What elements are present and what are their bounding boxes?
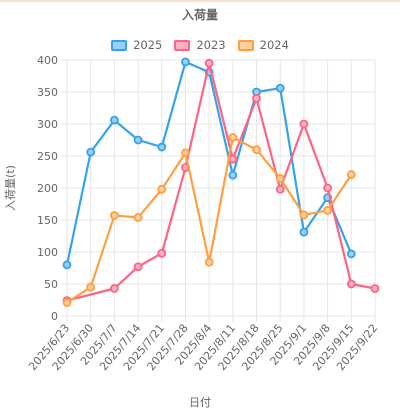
data-point-2025[interactable] (299, 227, 309, 237)
y-tick-label: 350 (37, 86, 58, 99)
data-point-2024[interactable] (181, 148, 190, 158)
y-tick-label: 400 (37, 54, 58, 67)
chart-title: 入荷量 (181, 8, 218, 22)
legend-label-2024: 2024 (259, 38, 289, 52)
data-point-2024[interactable] (133, 213, 143, 222)
legend-swatch-2024 (237, 39, 254, 51)
series-line-2023 (66, 62, 376, 302)
data-point-2025[interactable] (109, 115, 119, 125)
data-point-2023[interactable] (252, 94, 261, 103)
data-point-2023[interactable] (299, 119, 309, 129)
data-point-2024[interactable] (346, 170, 356, 179)
data-point-2024[interactable] (109, 211, 119, 220)
y-axis-title: 入荷量(t) (4, 165, 17, 211)
legend-item-2024[interactable]: 2024 (237, 37, 289, 53)
data-point-2025[interactable] (133, 135, 143, 145)
y-tick-label: 100 (37, 246, 58, 259)
data-point-2025[interactable] (86, 147, 96, 157)
y-tick-label: 50 (44, 278, 58, 291)
data-point-2025[interactable] (62, 260, 72, 270)
legend-label-2023: 2023 (196, 38, 226, 52)
series-group (62, 57, 380, 307)
y-tick-label: 0 (51, 310, 58, 323)
data-point-2024[interactable] (228, 133, 238, 142)
legend-item-2025[interactable]: 2025 (111, 37, 162, 53)
y-axis-ticks: 0 50 100 150 200 250 300 350 400 (37, 54, 58, 323)
data-point-2025[interactable] (181, 57, 190, 67)
data-point-2023[interactable] (109, 284, 119, 293)
data-point-2024[interactable] (252, 145, 261, 155)
y-tick-label: 150 (37, 214, 58, 227)
data-point-2024[interactable] (299, 210, 309, 220)
legend: 2025 2023 2024 (0, 37, 400, 53)
data-point-2023[interactable] (133, 262, 143, 272)
data-point-2025[interactable] (275, 83, 285, 93)
y-tick-label: 300 (37, 118, 58, 131)
data-point-2024[interactable] (157, 184, 167, 194)
top-divider (0, 0, 400, 2)
line-chart: 0 50 100 150 200 250 300 350 400 2025/6/232025/6… (4, 54, 380, 374)
legend-label-2025: 2025 (133, 38, 163, 52)
data-point-2023[interactable] (370, 284, 380, 293)
x-axis-title: 日付 (189, 396, 211, 409)
data-point-2023[interactable] (346, 279, 356, 289)
data-point-2024[interactable] (204, 257, 214, 267)
data-point-2023[interactable] (275, 184, 285, 194)
legend-swatch-2023 (174, 39, 191, 51)
data-point-2025[interactable] (228, 170, 238, 180)
data-point-2023[interactable] (157, 248, 167, 258)
legend-swatch-2025 (111, 39, 128, 51)
y-tick-label: 250 (37, 150, 58, 163)
x-axis-ticks: 2025/6/232025/6/302025/7/72025/7/142025/… (26, 322, 380, 374)
data-point-2024[interactable] (62, 298, 72, 307)
data-point-2023[interactable] (323, 183, 333, 193)
data-point-2025[interactable] (346, 249, 356, 259)
data-point-2023[interactable] (228, 154, 238, 164)
y-tick-label: 200 (37, 182, 58, 195)
legend-item-2023[interactable]: 2023 (174, 37, 226, 53)
data-point-2025[interactable] (157, 142, 167, 152)
data-point-2024[interactable] (323, 205, 333, 215)
data-point-2024[interactable] (86, 282, 96, 292)
data-point-2024[interactable] (275, 173, 285, 183)
data-point-2023[interactable] (204, 58, 214, 68)
